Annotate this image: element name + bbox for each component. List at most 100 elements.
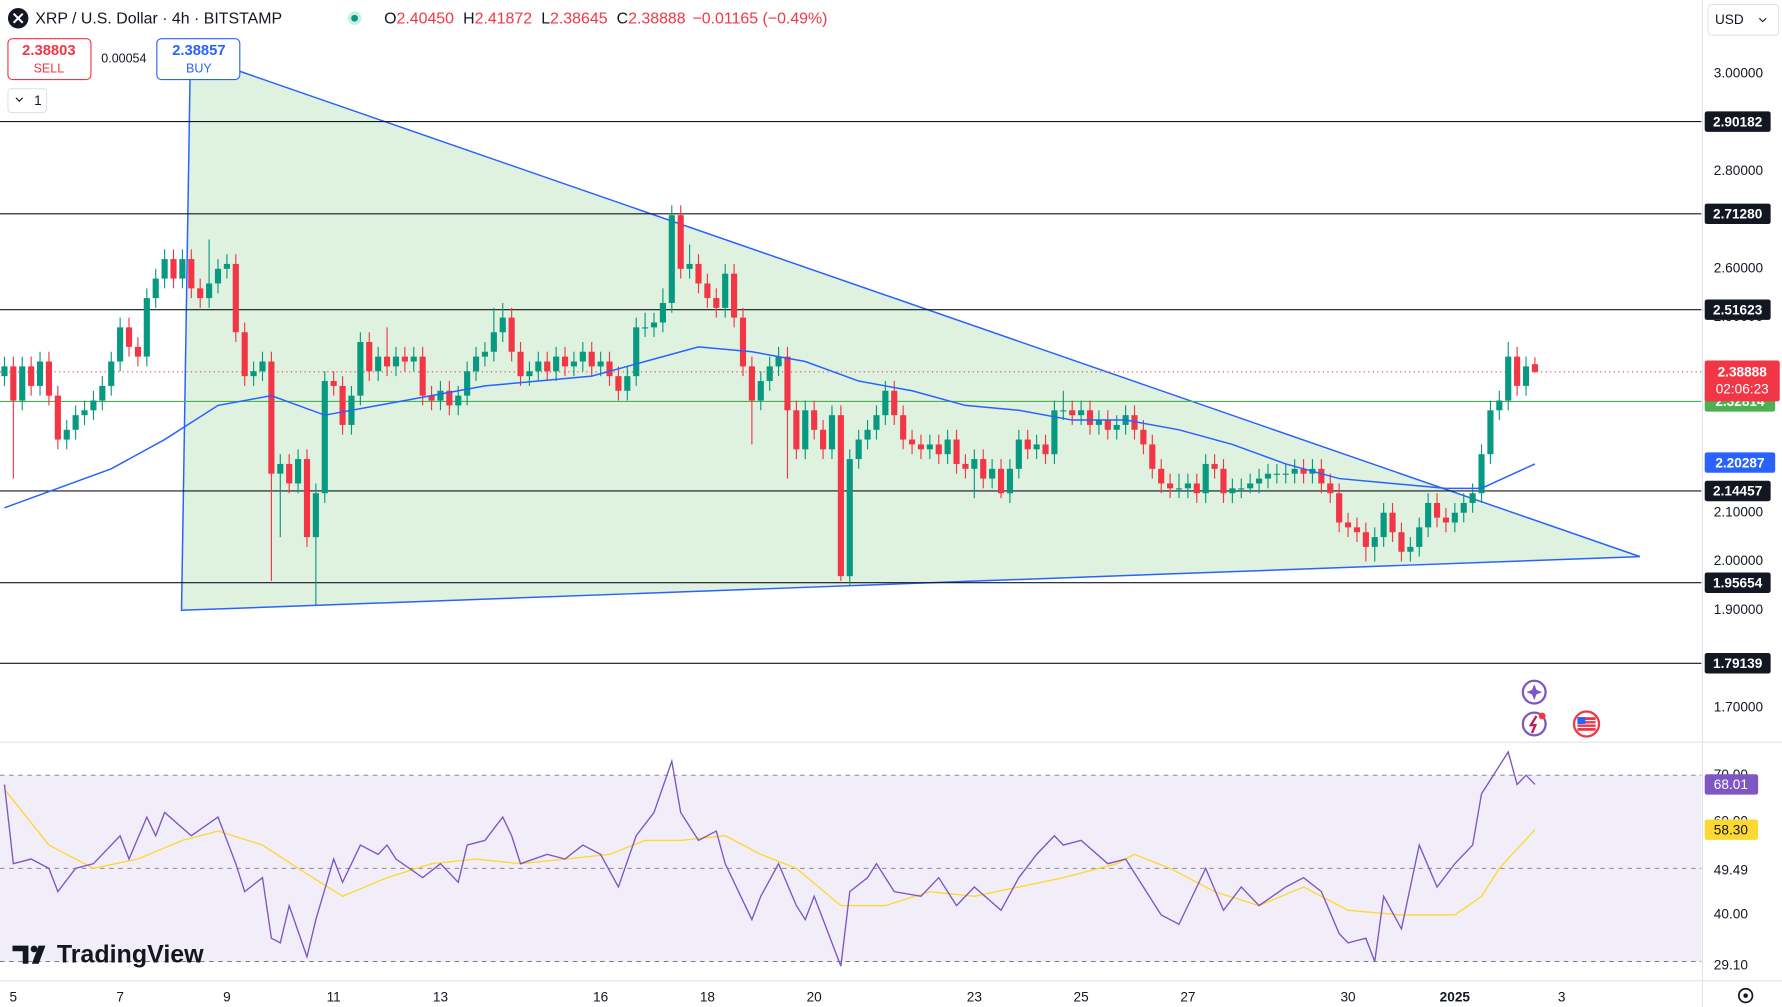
alerts-bolt xyxy=(1528,715,1538,734)
candle-body xyxy=(561,356,569,367)
candle-body xyxy=(303,459,311,538)
candle-body xyxy=(1282,473,1289,475)
candle-body xyxy=(1398,532,1405,552)
candle-body xyxy=(962,463,969,469)
candle-body xyxy=(944,439,951,455)
ohlc-key: L xyxy=(541,11,550,28)
rsi-line xyxy=(3,750,1536,967)
candle-body xyxy=(1460,502,1467,513)
symbol-title: XRP / U.S. Dollar · 4h · BITSTAMP xyxy=(35,11,282,28)
candle-body xyxy=(606,361,613,377)
currency-selector[interactable]: USD xyxy=(1707,4,1780,36)
candle-body xyxy=(45,361,53,396)
sell-box[interactable] xyxy=(7,38,92,81)
candle-body xyxy=(597,361,604,367)
rsi-tick-label: 29.10 xyxy=(1714,957,1749,972)
settings-icon-center xyxy=(1743,993,1748,998)
last-price-badge xyxy=(1704,360,1780,402)
candle-body xyxy=(1193,483,1200,494)
x-tick-label: 23 xyxy=(967,989,982,1004)
candle-body xyxy=(624,376,631,391)
candle-body xyxy=(330,381,337,386)
level-badge xyxy=(1704,111,1771,132)
brand-logo-dot xyxy=(30,945,38,953)
candle-body xyxy=(1522,366,1530,386)
candle-body xyxy=(1327,483,1334,494)
candle-body xyxy=(997,468,1005,494)
candle-body xyxy=(650,322,658,328)
currency-label[interactable]: USD xyxy=(1715,12,1744,27)
candle-body xyxy=(846,459,853,577)
candle-body xyxy=(1078,410,1085,416)
candle-body xyxy=(1496,400,1503,411)
candle-body xyxy=(259,361,266,372)
candle-body xyxy=(535,361,542,372)
candle-body xyxy=(642,327,649,329)
candle-body xyxy=(28,366,35,386)
candle-body xyxy=(214,268,222,284)
candle-body xyxy=(241,332,248,377)
currency-chevron[interactable] xyxy=(1758,17,1767,23)
buy-label[interactable]: BUY xyxy=(186,62,212,76)
candle-body xyxy=(90,400,97,411)
dropdown-box[interactable] xyxy=(7,88,48,114)
countdown: 02:06:23 xyxy=(1716,382,1769,397)
candle-body xyxy=(10,366,17,401)
buy-price[interactable]: 2.38857 xyxy=(172,43,225,59)
candle-body xyxy=(1478,454,1485,494)
x-tick-label: 2025 xyxy=(1440,989,1471,1004)
dropdown-value[interactable]: 1 xyxy=(34,93,42,108)
buy-box[interactable] xyxy=(156,38,241,81)
y-tick-label: 1.70000 xyxy=(1714,699,1764,714)
candle-body xyxy=(757,381,764,401)
candle-body xyxy=(686,263,693,269)
ohlc-value: 2.38645 xyxy=(550,11,608,28)
candle-body xyxy=(1175,488,1183,490)
ohlc-value: 2.38888 xyxy=(628,11,686,28)
candle-body xyxy=(339,385,346,425)
candle-body xyxy=(286,463,293,484)
level-badge xyxy=(1704,653,1771,674)
candle-body xyxy=(1024,439,1031,450)
candle-body xyxy=(1104,420,1111,430)
candle-body xyxy=(1336,493,1343,523)
settings-icon[interactable] xyxy=(1737,987,1754,1004)
candle-body xyxy=(437,390,444,401)
candle-body xyxy=(410,356,417,362)
x-tick-label: 3 xyxy=(1558,989,1566,1004)
candle-body xyxy=(490,332,497,352)
candle-body xyxy=(268,361,275,474)
candle-body xyxy=(357,341,364,396)
candle-body xyxy=(1362,532,1369,547)
candle-body xyxy=(54,395,61,440)
candle-body xyxy=(802,410,809,450)
sell-label[interactable]: SELL xyxy=(34,62,65,76)
buy-button[interactable]: 2.38857 BUY xyxy=(156,38,241,81)
dropdown-chevron[interactable] xyxy=(15,97,24,102)
candle-body xyxy=(152,278,159,299)
candle-body xyxy=(1273,473,1280,475)
sell-button[interactable]: 2.38803 SELL xyxy=(7,38,92,81)
candle-body xyxy=(170,259,177,279)
currency-box[interactable] xyxy=(1707,4,1780,36)
plot-layers: 3.000002.800002.600002.500002.100002.000… xyxy=(0,53,1780,1004)
candle-body xyxy=(1158,468,1165,484)
candle-body xyxy=(677,215,684,269)
candle-body xyxy=(1140,429,1147,445)
candle-body xyxy=(935,444,942,455)
candle-body xyxy=(926,444,933,450)
candle-body xyxy=(1487,410,1494,455)
ma-badge xyxy=(1704,452,1776,473)
candle-body xyxy=(722,273,729,308)
candle-body xyxy=(900,415,907,440)
candle-body xyxy=(72,415,79,430)
candle-body xyxy=(446,390,453,406)
candle-body xyxy=(739,317,747,367)
sell-price[interactable]: 2.38803 xyxy=(22,43,75,59)
candle-body xyxy=(855,439,862,460)
candle-body xyxy=(1229,488,1236,494)
spread: 0.00054 xyxy=(101,51,146,65)
level-label: 2.51623 xyxy=(1713,302,1763,317)
interval-dropdown[interactable]: 1 xyxy=(7,88,48,114)
